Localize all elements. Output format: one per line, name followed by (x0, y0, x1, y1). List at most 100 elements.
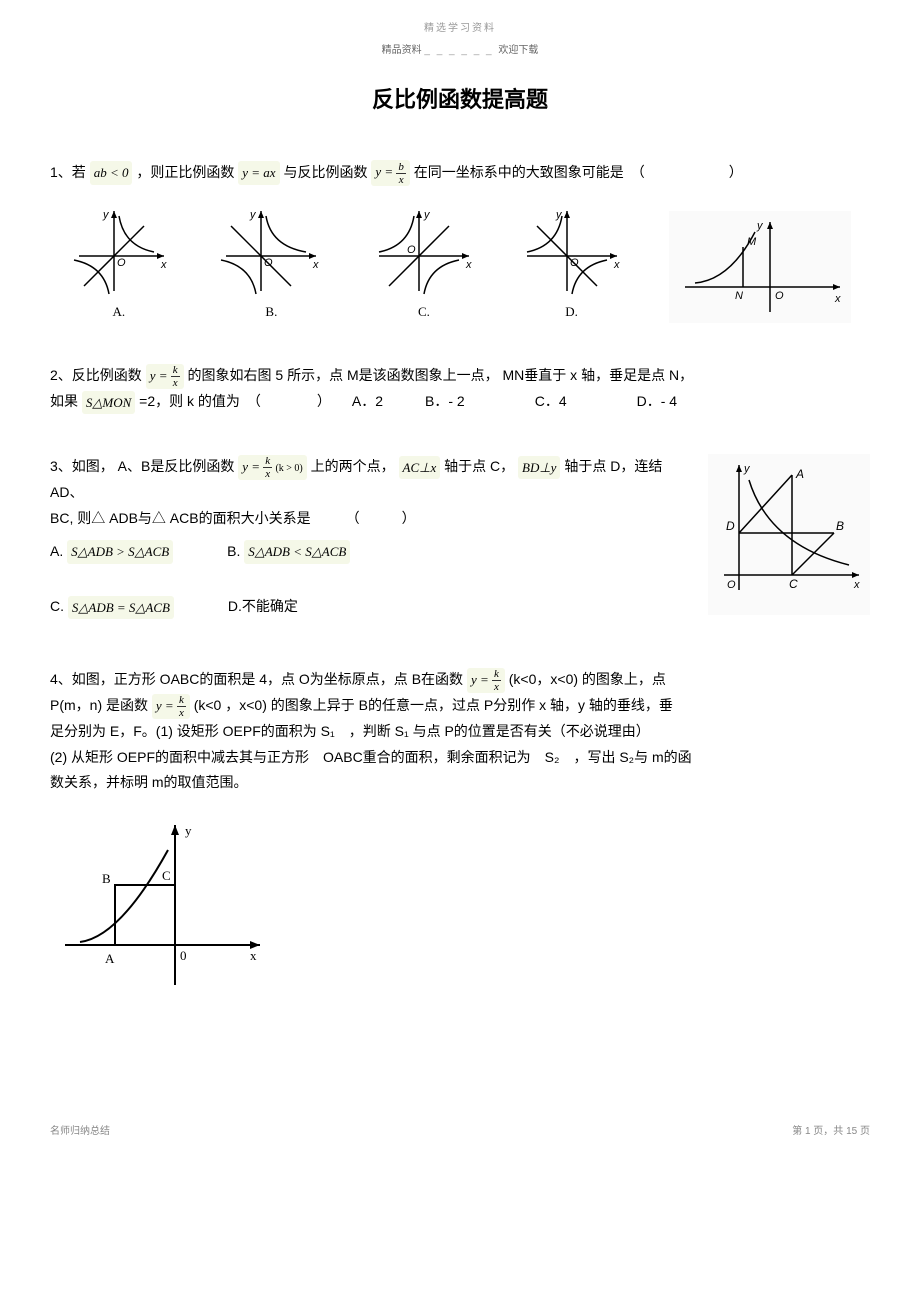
page-footer: 名师归纳总结 第 1 页，共 15 页 (50, 1123, 870, 1141)
q3-mid1: 上的两个点， (311, 458, 395, 474)
q4-line1-b: (k<0，x<0) 的图象上，点 (509, 671, 666, 687)
q2-expr-den: x (171, 377, 180, 389)
svg-text:C: C (789, 577, 798, 591)
q1-text: 1、若 ab < 0 ，则正比例函数 y = ax 与反比例函数 y = b x… (50, 160, 870, 186)
q1-expr3-num: b (396, 161, 406, 174)
q1-expr3: y = b x (371, 160, 410, 186)
q4-expr1-lhs: y = (471, 672, 489, 687)
q4-line2: P(m，n) 是函数 y = k x (k<0 ，x<0) 的图象上异于 B的任… (50, 693, 870, 719)
q3-prefix: 3、如图， A、B是反比例函数 (50, 458, 234, 474)
q3-expr-den: x (263, 468, 272, 480)
q3-expr-num: k (263, 455, 272, 468)
q3-optB-expr: S△ADB < S△ACB (244, 540, 350, 563)
svg-text:0: 0 (180, 948, 187, 963)
svg-text:C: C (162, 868, 171, 883)
svg-text:x: x (613, 259, 620, 271)
header-line2: 精品资料 _ _ _ _ _ _ 欢迎下载 (50, 42, 870, 60)
q3-mid2: 轴于点 C， (444, 458, 514, 474)
q1-expr3-lhs: y = (375, 164, 393, 179)
q2-expr-num: k (171, 364, 180, 377)
q2-line2-mid: =2，则 k 的值为 （ ） A．2 B．- 2 C．4 D．- 4 (139, 393, 677, 409)
header-line2-left: 精品资料 (382, 45, 422, 56)
q2-graph-box: O x y M N (669, 211, 851, 323)
q3-expr: y = k x (k > 0) (238, 455, 307, 481)
q3-graph: O x y A B C D (714, 460, 864, 600)
q1-option-d: O x y D. (522, 206, 622, 323)
q3-ac: AC⊥x (399, 456, 441, 479)
svg-text:x: x (834, 293, 841, 305)
svg-text:y: y (756, 220, 764, 232)
q3-expr-cond: (k > 0) (275, 463, 302, 474)
svg-text:N: N (735, 290, 743, 302)
problem-4: 4、如图，正方形 OABC的面积是 4，点 O为坐标原点，点 B在函数 y = … (50, 667, 870, 1003)
q4-expr2-lhs: y = (156, 698, 174, 713)
q4-line2-b: (k<0 ，x<0) 的图象上异于 B的任意一点，过点 P分别作 x 轴，y 轴… (194, 697, 673, 713)
q1-prefix: 1、若 (50, 164, 86, 180)
svg-text:B: B (102, 871, 111, 886)
problem-1: 1、若 ab < 0 ，则正比例函数 y = ax 与反比例函数 y = b x… (50, 160, 870, 323)
q1-option-c: O x y C. (374, 206, 474, 323)
q4-expr1: y = k x (467, 668, 505, 694)
q1-option-b: O x y B. (216, 206, 326, 323)
q3-graph-box: O x y A B C D (708, 454, 870, 614)
q3-bd: BD⊥y (518, 456, 560, 479)
svg-text:O: O (117, 257, 126, 269)
svg-text:D: D (726, 519, 735, 533)
svg-text:y: y (102, 209, 110, 221)
svg-text:O: O (407, 244, 416, 256)
q4-line4: (2) 从矩形 OEPF的面积中减去其与正方形 OABC重合的面积，剩余面积记为… (50, 745, 870, 770)
q4-line3: 足分别为 E，F。(1) 设矩形 OEPF的面积为 S₁ ，判断 S₁ 与点 P… (50, 719, 870, 744)
q2-mid1: 的图象如右图 5 所示，点 M是该函数图象上一点， MN垂直于 x 轴，垂足是点… (188, 367, 694, 383)
header-line1: 精选学习资料 (50, 20, 870, 38)
svg-text:B: B (836, 519, 844, 533)
q1-mid1: ，则正比例函数 (136, 164, 234, 180)
q3-optA-prefix: A. (50, 543, 63, 559)
problem-3: O x y A B C D 3、如图， A、B是反比例函数 y = k x (k… (50, 454, 870, 627)
q1-option-a: O x y A. (69, 206, 169, 323)
q2-line1: 2、反比例函数 y = k x 的图象如右图 5 所示，点 M是该函数图象上一点… (50, 363, 870, 389)
problem-2: 2、反比例函数 y = k x 的图象如右图 5 所示，点 M是该函数图象上一点… (50, 363, 870, 414)
q1-expr3-den: x (396, 174, 406, 186)
q2-graph: O x y M N (675, 217, 845, 317)
q4-line1-a: 4、如图，正方形 OABC的面积是 4，点 O为坐标原点，点 B在函数 (50, 671, 463, 687)
q1-expr2: y = ax (238, 161, 279, 184)
svg-text:A: A (105, 951, 115, 966)
svg-text:O: O (727, 579, 736, 591)
svg-text:y: y (743, 463, 751, 475)
q1-label-d: D. (522, 300, 622, 323)
q1-graph-c: O x y (374, 206, 474, 296)
q4-expr2-num: k (177, 694, 186, 707)
q4-line5: 数关系，并标明 m的取值范围。 (50, 770, 870, 795)
svg-text:y: y (249, 209, 257, 221)
svg-text:y: y (423, 209, 431, 221)
svg-text:x: x (312, 259, 319, 271)
header-line2-right: 欢迎下载 (498, 45, 538, 56)
q4-expr1-den: x (492, 681, 501, 693)
svg-text:y: y (185, 823, 192, 838)
q1-graph-b: O x y (216, 206, 326, 296)
footer-left: 名师归纳总结 (50, 1123, 110, 1141)
q4-graph: 0 x y B C A (50, 815, 270, 995)
q1-mid2: 与反比例函数 (283, 164, 367, 180)
q3-optC-expr: S△ADB = S△ACB (68, 596, 174, 619)
q2-expr: y = k x (146, 364, 184, 390)
q2-line2: 如果 S△MON =2，则 k 的值为 （ ） A．2 B．- 2 C．4 D．… (50, 389, 870, 414)
svg-text:x: x (250, 948, 257, 963)
svg-text:x: x (853, 579, 860, 591)
q4-graph-box: 0 x y B C A (50, 815, 870, 1003)
q2-prefix: 2、反比例函数 (50, 367, 142, 383)
q1-label-c: C. (374, 300, 474, 323)
q4-line1: 4、如图，正方形 OABC的面积是 4，点 O为坐标原点，点 B在函数 y = … (50, 667, 870, 693)
q2-expr-lhs: y = (150, 368, 168, 383)
footer-right: 第 1 页，共 15 页 (792, 1123, 870, 1141)
q3-expr-lhs: y = (242, 459, 260, 474)
q1-tail: 在同一坐标系中的大致图象可能是 （ ） (414, 164, 743, 180)
q1-graph-d: O x y (522, 206, 622, 296)
svg-text:A: A (795, 467, 804, 481)
q4-expr1-num: k (492, 668, 501, 681)
svg-text:x: x (160, 259, 167, 271)
q3-optD: D.不能确定 (228, 594, 298, 619)
svg-text:x: x (465, 259, 472, 271)
q1-label-a: A. (69, 300, 169, 323)
q1-graph-a: O x y (69, 206, 169, 296)
